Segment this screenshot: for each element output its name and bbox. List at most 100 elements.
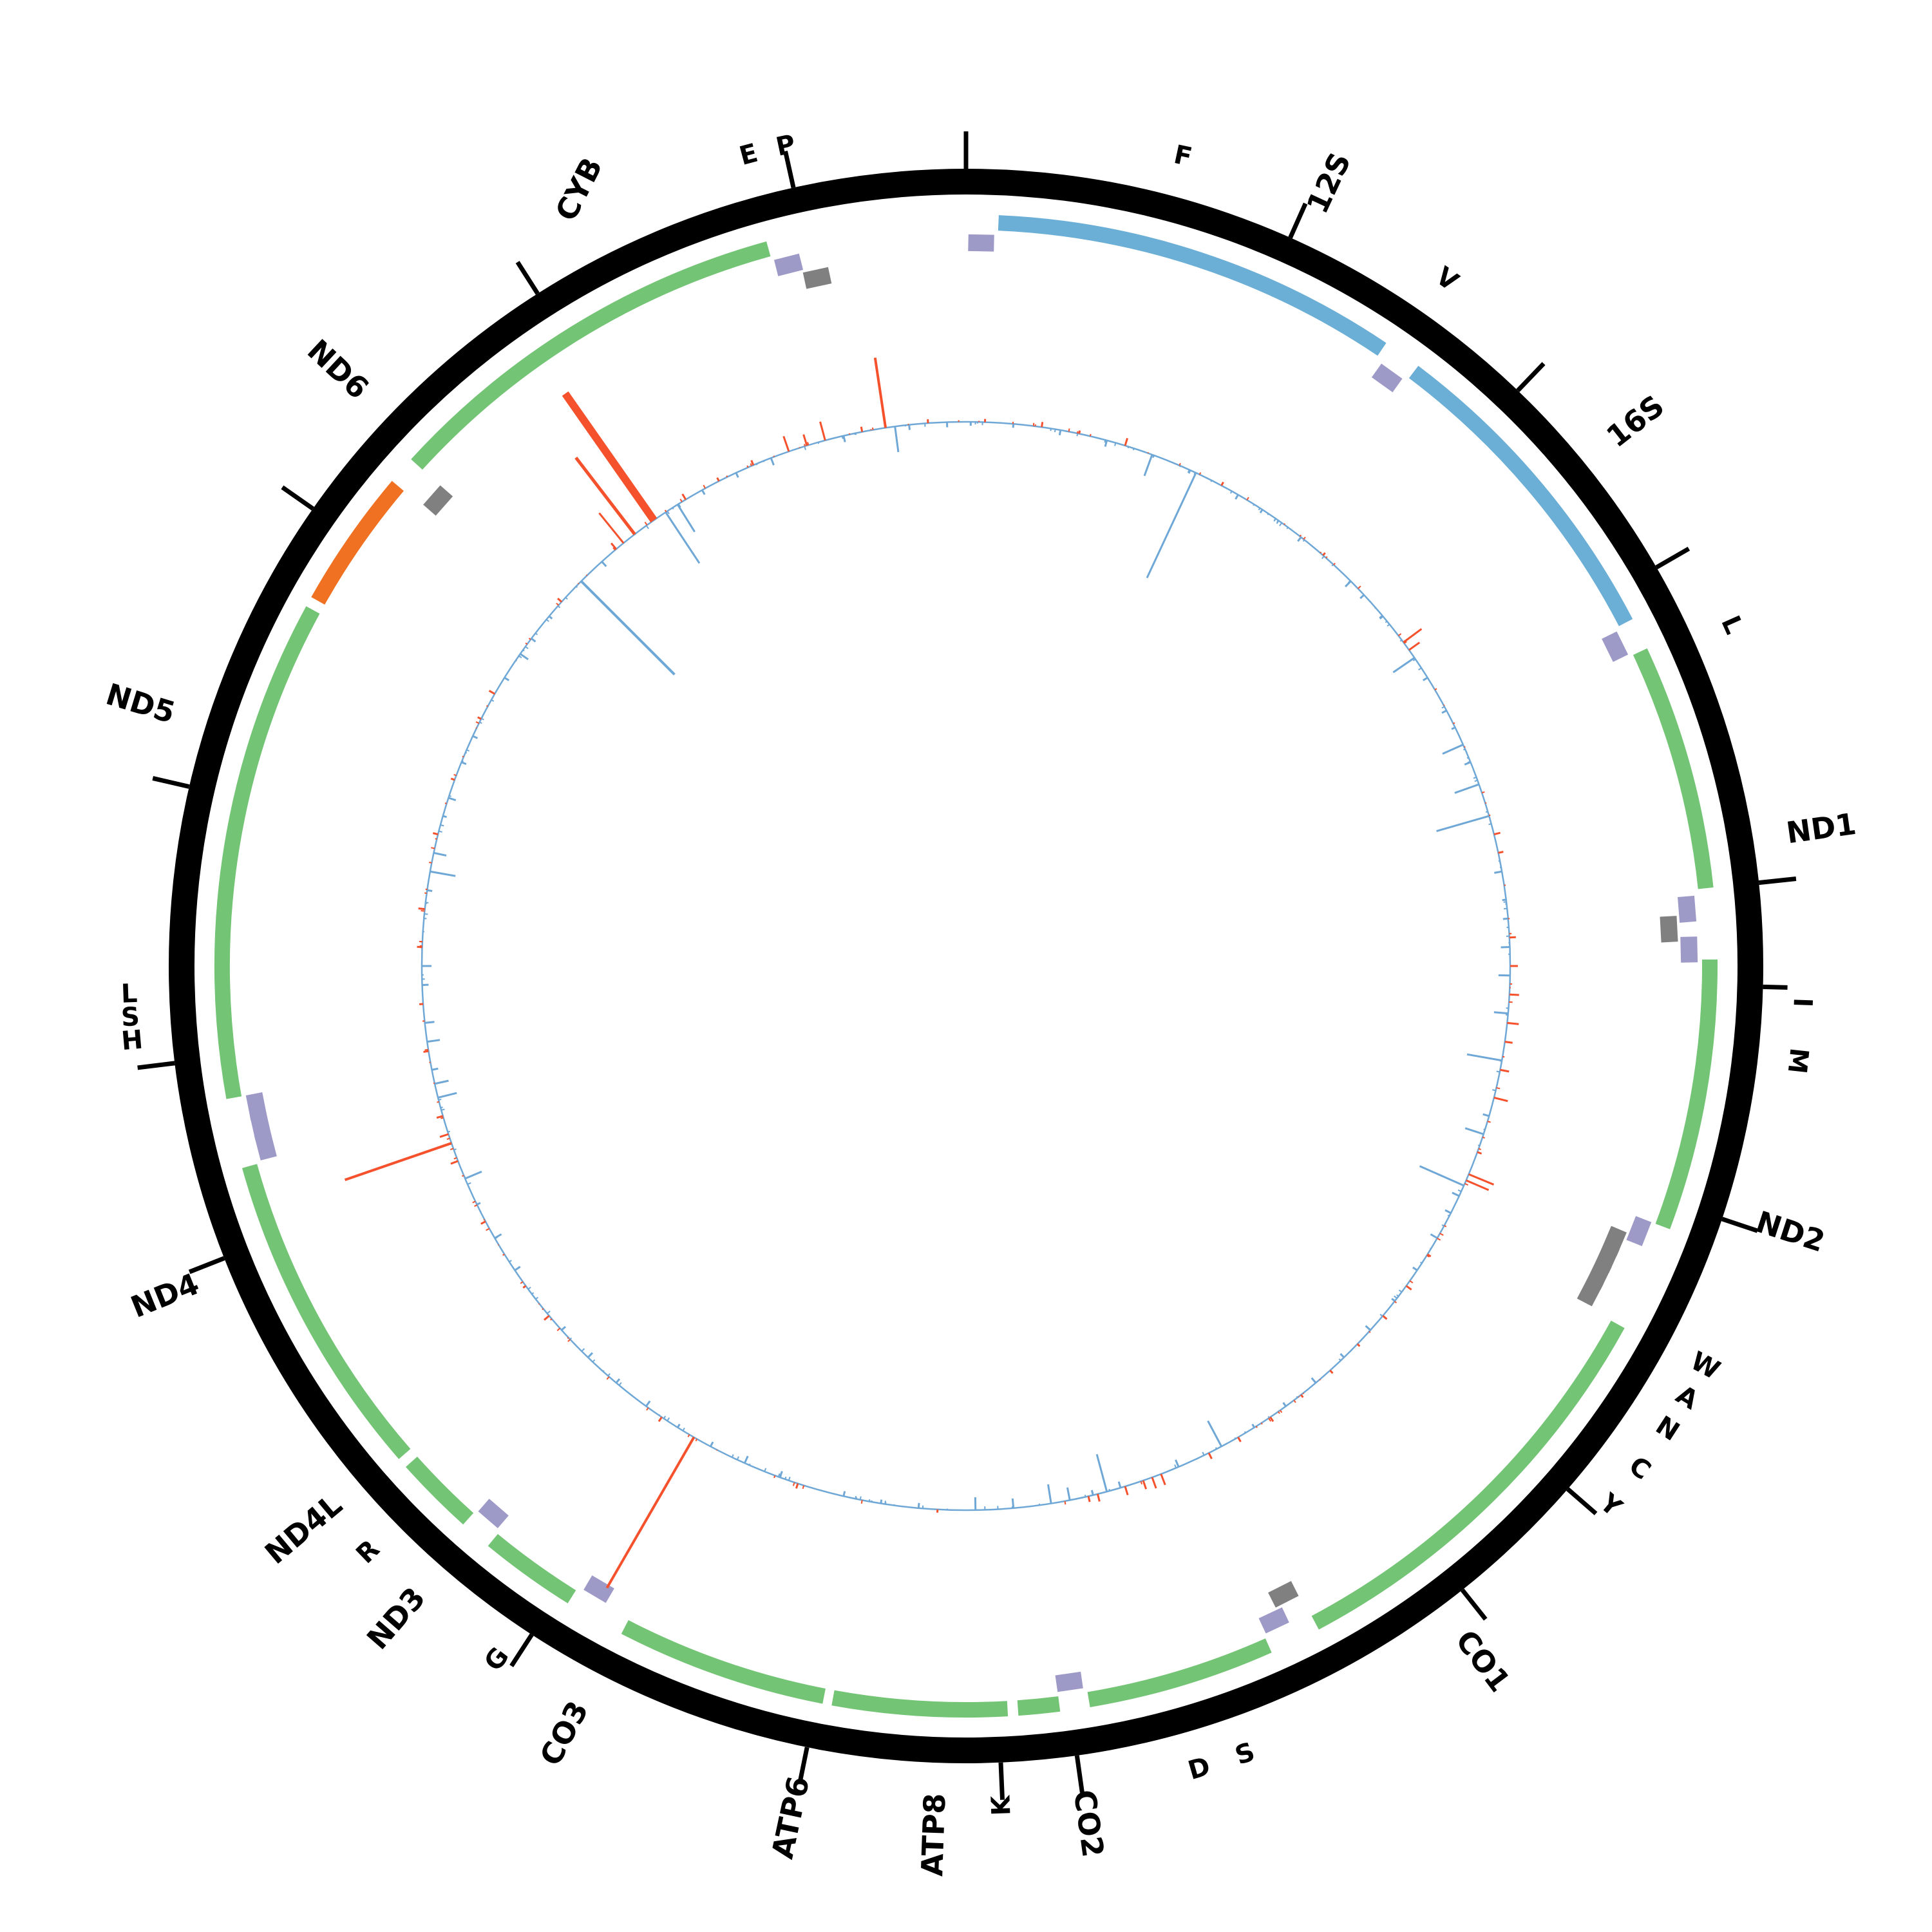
variant-spike-out [450, 777, 455, 781]
variant-spike-in [513, 663, 515, 665]
gene-label-M: M [1782, 1046, 1814, 1075]
variant-spike-out [444, 802, 447, 804]
variant-spike-in [1084, 1495, 1086, 1497]
variant-spike-in [1174, 1464, 1177, 1468]
variant-spike-in [1374, 607, 1376, 609]
variant-spike-in [565, 597, 568, 600]
variant-spike-in [601, 561, 607, 567]
variant-spike-in [1430, 1247, 1432, 1249]
variant-spike-in [1296, 1396, 1298, 1398]
variant-spike-in [580, 580, 676, 676]
variant-spike-in [1423, 676, 1428, 681]
variant-spike-in [515, 659, 517, 662]
variant-spike-in [1338, 1358, 1341, 1361]
variant-spike-in [491, 699, 495, 702]
variant-spike-in [519, 653, 529, 661]
variant-spike-out [1325, 556, 1328, 558]
variant-spike-in [1365, 1325, 1371, 1331]
variant-spike-in [535, 632, 538, 636]
variant-spike-in [667, 511, 670, 515]
scale-tick [1460, 1588, 1488, 1621]
gene-label-P: P [773, 129, 798, 162]
scale-tick [137, 1061, 175, 1070]
gene-arc-12S [998, 215, 1387, 356]
variant-spike-out [1300, 1394, 1304, 1398]
variant-spike-in [437, 1092, 457, 1099]
variant-spike-in [1095, 1454, 1108, 1492]
variant-spike-in [1331, 564, 1334, 567]
variant-spike-in [701, 489, 705, 494]
variant-spike-in [531, 1292, 535, 1295]
gene-arc-ND4L [406, 1456, 474, 1525]
variant-spike-in [1444, 1209, 1452, 1214]
variant-spike-out [1220, 481, 1224, 486]
variant-spike-out [480, 1220, 486, 1225]
variant-spike-in [842, 1491, 846, 1497]
gene-arc-CO2 [1087, 1638, 1272, 1707]
variant-spike-in [1108, 1488, 1111, 1492]
variant-spike-in [518, 655, 522, 659]
variant-spike-out [658, 1416, 663, 1423]
variant-spike-in [1127, 446, 1130, 449]
variant-spike-out [1293, 1399, 1296, 1403]
variant-spike-in [1276, 520, 1279, 523]
variant-spike-out [782, 435, 790, 452]
gene-label-Y: Y [1593, 1488, 1627, 1523]
variant-spike-in [1464, 1127, 1484, 1135]
variant-spike-in [440, 824, 444, 827]
trna-block-Q [1660, 916, 1678, 943]
variant-spike-out [1382, 1315, 1388, 1320]
variant-spike-out [522, 1285, 527, 1289]
variant-spike-out [1397, 633, 1402, 636]
variant-spike-in [1398, 1289, 1403, 1293]
scale-tick [797, 1747, 810, 1785]
variant-spike-out [792, 1482, 795, 1486]
variant-spike-in [1258, 507, 1261, 511]
variant-spike-in [479, 721, 482, 724]
variant-spike-in [1215, 1447, 1218, 1450]
variant-spike-in [1253, 504, 1255, 506]
gene-label-L: L [120, 979, 138, 1009]
variant-spike-out [703, 484, 706, 489]
variant-spike-out [544, 1315, 550, 1321]
gene-label-A: A [1671, 1380, 1703, 1416]
variant-spike-in [667, 1417, 670, 1421]
variant-spike-in [480, 1211, 482, 1213]
variant-spike-out [716, 477, 720, 482]
variant-spike-out [1507, 1021, 1519, 1025]
variant-spike-in [1473, 776, 1477, 779]
variant-spike-out [1403, 641, 1407, 644]
variant-spike-in [736, 1456, 739, 1461]
variant-spike-out [1303, 536, 1306, 540]
variant-spike-in [440, 1106, 443, 1109]
variant-spike-out [450, 1160, 459, 1165]
outer-ring [169, 169, 1763, 1763]
variant-spike-in [884, 1501, 886, 1504]
variant-spike-in [1011, 1498, 1015, 1508]
trna-block-K [1055, 1671, 1083, 1692]
variant-spike-in [581, 1348, 585, 1352]
variant-spike-in [509, 1260, 512, 1263]
variant-spike-in [1483, 1128, 1486, 1131]
gene-label-W: W [1686, 1346, 1725, 1385]
trna-block-D [1258, 1607, 1289, 1634]
variant-spike-in [663, 1416, 667, 1419]
variant-spike-in [1441, 709, 1447, 714]
variant-spike-in [453, 1148, 457, 1151]
variant-spike-in [1502, 917, 1508, 920]
variant-spike-in [1235, 494, 1239, 500]
variant-spike-in [1054, 429, 1056, 433]
gene-label-S: S [1231, 1737, 1258, 1771]
variant-spike-in [448, 797, 457, 802]
variant-spike-in [1229, 491, 1233, 494]
variant-spike-in [431, 1067, 439, 1071]
variant-spike-out [477, 716, 482, 720]
variant-spike-in [1394, 1295, 1397, 1299]
scale-tick [188, 1256, 225, 1274]
variant-spike-in [1302, 539, 1305, 542]
gene-arc-ND6 [311, 480, 404, 605]
variant-spike-out [773, 1475, 776, 1479]
variant-spike-out [556, 602, 560, 606]
